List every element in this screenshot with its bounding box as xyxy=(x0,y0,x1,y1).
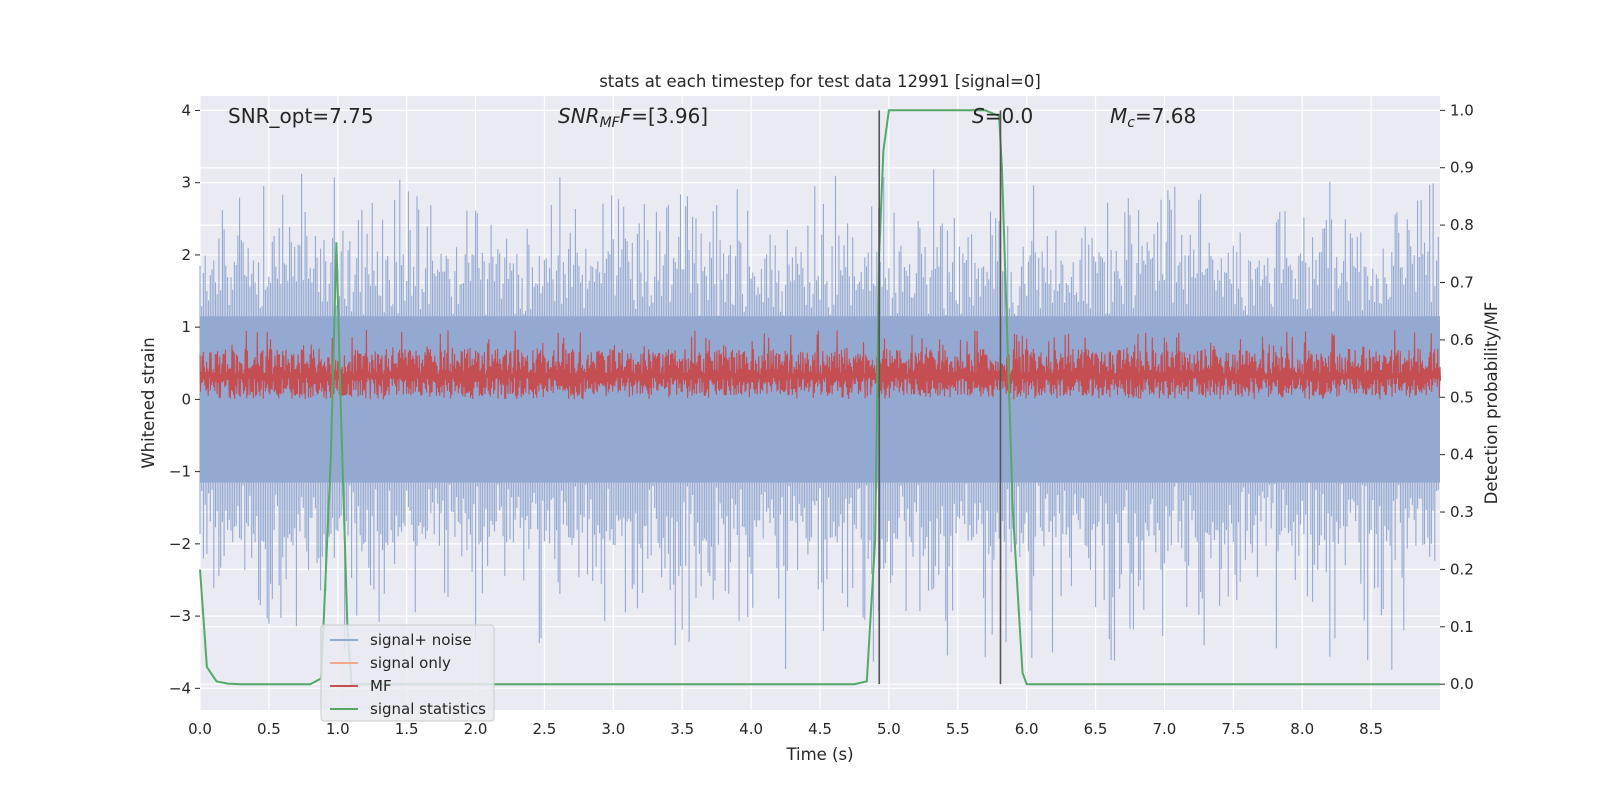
x-tick-label: 2.0 xyxy=(464,720,488,738)
y-left-tick-label: 4 xyxy=(181,101,191,119)
x-tick-label: 4.5 xyxy=(808,720,832,738)
x-tick-label: 2.5 xyxy=(533,720,557,738)
x-tick-label: 0.5 xyxy=(257,720,281,738)
y-left-tick-label: −3 xyxy=(169,607,191,625)
y-left-tick-label: −2 xyxy=(169,535,191,553)
y-right-axis-label: Detection probability/MF xyxy=(1482,302,1501,505)
x-tick-label: 3.5 xyxy=(670,720,694,738)
legend-label: signal only xyxy=(370,654,451,672)
y-right-tick-label: 0.3 xyxy=(1450,503,1474,521)
y-left-tick-label: 2 xyxy=(181,246,191,264)
y-right-tick-label: 0.8 xyxy=(1450,216,1474,234)
y-right-tick-label: 0.4 xyxy=(1450,446,1474,464)
mc-sub: c xyxy=(1127,115,1135,131)
x-axis-label: Time (s) xyxy=(785,745,853,764)
mf-line xyxy=(199,329,1442,400)
x-tick-label: 8.5 xyxy=(1359,720,1383,738)
mc-annotation: Mc=7.68 xyxy=(1110,104,1196,131)
s-val: =0.0 xyxy=(985,104,1034,128)
signal-noise-series xyxy=(199,169,1440,670)
mc-name: M xyxy=(1110,104,1127,128)
x-tick-label: 3.0 xyxy=(601,720,625,738)
y-left-tick-label: 0 xyxy=(181,390,191,408)
legend-label: signal statistics xyxy=(370,700,486,718)
snr-opt-annotation: SNR_opt=7.75 xyxy=(228,104,374,128)
y-right-tick-label: 0.7 xyxy=(1450,273,1474,291)
y-right-axis-ticks: 0.0 0.1 0.2 0.3 0.4 0.5 0.6 0.7 0.8 0.9 1.0 xyxy=(1440,101,1474,693)
snr-mf-val: =[3.96] xyxy=(631,104,708,128)
x-tick-label: 7.0 xyxy=(1153,720,1177,738)
y-left-axis-label: Whitened strain xyxy=(139,337,158,468)
legend-label: signal+ noise xyxy=(370,631,472,649)
snr-mf-annotation: SNRMFF=[3.96] xyxy=(558,104,708,131)
chart-title: stats at each timestep for test data 129… xyxy=(599,72,1041,91)
x-tick-label: 5.0 xyxy=(877,720,901,738)
y-right-tick-label: 0.2 xyxy=(1450,560,1474,578)
y-left-tick-label: −1 xyxy=(169,463,191,481)
x-axis-ticks: 0.0 0.5 1.0 1.5 2.0 2.5 3.0 3.5 4.0 4.5 5.0 5.5 6.0 6… xyxy=(188,720,1383,738)
snr-mf-name: SNR xyxy=(558,104,600,128)
legend: signal+ noise signal only MF signal statist… xyxy=(320,624,495,722)
mc-val: =7.68 xyxy=(1135,104,1196,128)
mf-series xyxy=(199,329,1442,400)
x-tick-label: 6.5 xyxy=(1084,720,1108,738)
snr-mf-sub: MF xyxy=(600,115,621,131)
y-right-tick-label: 0.1 xyxy=(1450,618,1474,636)
vertical-markers xyxy=(878,110,1002,685)
y-left-tick-label: −4 xyxy=(169,679,191,697)
x-tick-label: 0.0 xyxy=(188,720,212,738)
y-left-axis-ticks: −4 −3 −2 −1 0 1 2 3 4 xyxy=(169,101,200,697)
signal-statistics-series xyxy=(199,109,1440,686)
s-name: S xyxy=(972,104,985,128)
legend-box xyxy=(320,624,495,722)
x-tick-label: 1.5 xyxy=(395,720,419,738)
y-right-tick-label: 0.6 xyxy=(1450,331,1474,349)
y-right-tick-label: 0.5 xyxy=(1450,388,1474,406)
x-tick-label: 8.0 xyxy=(1290,720,1314,738)
x-tick-label: 5.5 xyxy=(946,720,970,738)
snr-mf-f: F xyxy=(620,104,632,128)
y-right-tick-label: 1.0 xyxy=(1450,101,1474,119)
x-tick-label: 7.5 xyxy=(1221,720,1245,738)
x-tick-label: 1.0 xyxy=(326,720,350,738)
x-tick-label: 6.0 xyxy=(1015,720,1039,738)
y-right-tick-label: 0.0 xyxy=(1450,675,1474,693)
signal-statistics-line xyxy=(199,109,1440,686)
legend-label: MF xyxy=(370,677,392,695)
y-right-tick-label: 0.9 xyxy=(1450,159,1474,177)
x-tick-label: 4.0 xyxy=(739,720,763,738)
y-left-tick-label: 3 xyxy=(181,174,191,192)
y-left-tick-label: 1 xyxy=(181,318,191,336)
s-annotation: S=0.0 xyxy=(972,104,1033,128)
